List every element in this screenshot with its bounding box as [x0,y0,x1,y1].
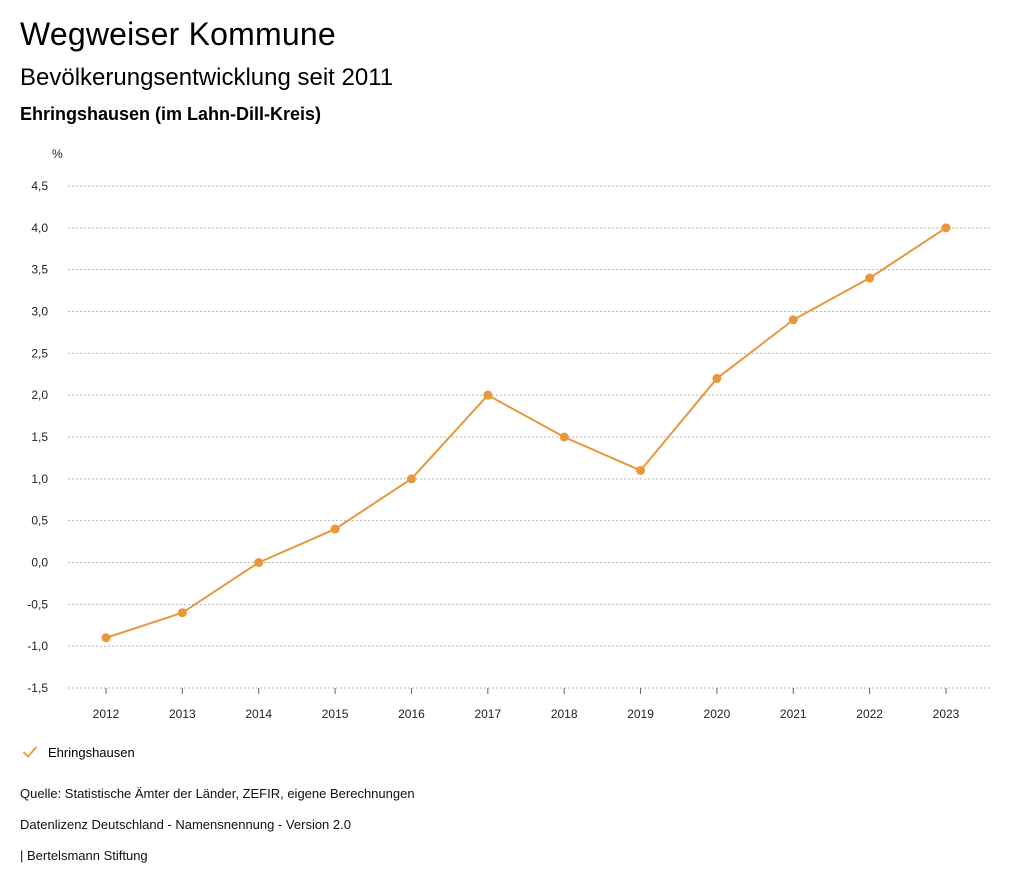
series-line [105,226,947,639]
axis-layer: % -1,5 -1,0 -0,5 0,0 0,5 1,0 1,5 2,0 2,5 3,0 3,5 4,0… [27,147,959,721]
data-point[interactable] [177,608,187,618]
x-tick-label: 2020 [704,707,731,721]
x-tick-label: 2022 [856,707,883,721]
data-point[interactable] [636,465,646,475]
x-tick-label: 2017 [474,707,501,721]
x-tick-label: 2014 [245,707,272,721]
grid-layer [68,185,990,689]
legend-item-ehringshausen[interactable]: Ehringshausen [22,744,135,760]
check-icon [23,746,37,758]
y-tick-label: 2,0 [31,388,48,402]
y-tick-label: -1,0 [27,639,48,653]
y-tick-label: -0,5 [27,597,48,611]
series-layer [101,223,951,643]
x-tick-label: 2023 [933,707,960,721]
data-point[interactable] [865,273,875,283]
y-tick-label: 4,5 [31,179,48,193]
y-tick-label: 1,0 [31,472,48,486]
data-point[interactable] [406,474,416,484]
data-point[interactable] [788,315,798,325]
source-note: Quelle: Statistische Ämter der Länder, Z… [20,786,415,801]
license-note: Datenlizenz Deutschland - Namensnennung … [20,817,351,832]
data-point[interactable] [101,633,111,643]
x-tick-label: 2018 [551,707,578,721]
data-point[interactable] [559,432,569,442]
x-tick-label: 2021 [780,707,807,721]
y-tick-label: -1,5 [27,681,48,695]
x-tick-label: 2019 [627,707,654,721]
y-tick-label: 3,5 [31,263,48,277]
data-point[interactable] [254,558,264,567]
data-point[interactable] [712,373,722,383]
region-name: Ehringshausen (im Lahn-Dill-Kreis) [20,104,322,124]
x-tick-label: 2015 [322,707,349,721]
x-tick-label: 2012 [93,707,120,721]
y-tick-label: 3,0 [31,305,48,319]
data-point[interactable] [330,524,340,534]
y-axis-unit: % [52,147,63,161]
page-title: Wegweiser Kommune [20,16,336,52]
x-tick-label: 2016 [398,707,425,721]
data-point[interactable] [483,390,493,400]
publisher-note: | Bertelsmann Stiftung [20,848,148,863]
y-tick-label: 0,0 [31,556,48,570]
data-point[interactable] [941,223,951,233]
x-tick-label: 2013 [169,707,196,721]
y-tick-label: 1,5 [31,430,48,444]
chart-subtitle: Bevölkerungsentwicklung seit 2011 [20,64,394,91]
legend-label: Ehringshausen [48,744,135,760]
y-tick-label: 0,5 [31,514,48,528]
y-tick-label: 4,0 [31,221,48,235]
line-chart: % -1,5 -1,0 -0,5 0,0 0,5 1,0 1,5 2,0 2,5 3,0 3,5 4,0… [27,147,990,721]
y-tick-label: 2,5 [31,346,48,360]
